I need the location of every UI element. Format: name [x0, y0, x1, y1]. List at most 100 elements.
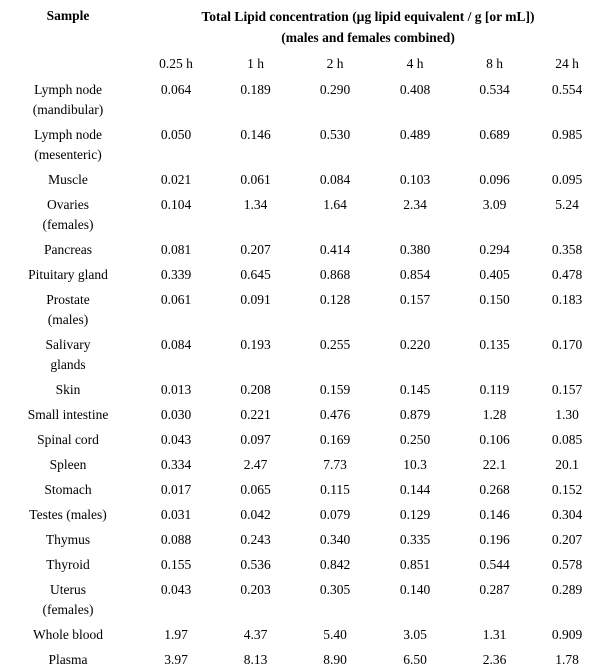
value-cell: 8.13: [243, 652, 268, 665]
value-cell: 0.140: [399, 582, 431, 597]
value-cell: 0.084: [160, 337, 192, 352]
value-cell: 0.268: [479, 482, 510, 497]
value-cell: 0.578: [551, 557, 583, 572]
value-cell: 0.536: [240, 557, 271, 572]
table-row: Prostate (males) 0.061 0.091 0.128 0.157 0.150…: [0, 288, 600, 333]
value-cell: 1.31: [482, 627, 507, 642]
table-row: Spinal cord 0.043 0.097 0.169 0.250 0.106 0.08…: [0, 428, 600, 453]
value-cell: 8.90: [323, 652, 347, 665]
sample-name-line: Lymph node: [34, 82, 102, 97]
sample-cell: Small intestine: [0, 403, 136, 428]
value-cell: 7.73: [323, 457, 347, 472]
value-cell: 0.414: [319, 242, 351, 257]
value-cell: 0.476: [319, 407, 351, 422]
sample-cell: Thyroid: [0, 553, 136, 578]
value-cell: 0.128: [319, 292, 351, 307]
sample-cell: Muscle: [0, 168, 136, 193]
value-cell: 0.050: [160, 127, 192, 142]
sample-name-line: Spleen: [49, 457, 87, 472]
table-row: Salivary glands 0.084 0.193 0.255 0.220 0.135 0…: [0, 333, 600, 378]
value-cell: 0.152: [551, 482, 583, 497]
table-row: Uterus (females) 0.043 0.203 0.305 0.140 0.287…: [0, 578, 600, 623]
value-cell: 0.129: [399, 507, 431, 522]
value-cell: 0.290: [319, 82, 351, 97]
value-cell: 0.405: [479, 267, 510, 282]
table-title: Total Lipid concentration (µg lipid equi…: [136, 4, 600, 51]
value-cell: 0.104: [160, 197, 192, 212]
table-row: Spleen 0.334 2.47 7.73 10.3 22.1 20.1: [0, 453, 600, 478]
value-cell: 0.013: [160, 382, 192, 397]
value-cell: 0.119: [479, 382, 510, 397]
time-header-spacer: [0, 51, 136, 78]
value-cell: 0.289: [551, 582, 583, 597]
value-cell: 0.689: [479, 127, 510, 142]
sample-cell: Thymus: [0, 528, 136, 553]
value-cell: 0.358: [551, 242, 583, 257]
value-cell: 0.339: [160, 267, 192, 282]
value-cell: 0.096: [479, 172, 510, 187]
value-cell: 0.030: [160, 407, 192, 422]
time-column-header-8h: 8 h: [486, 56, 503, 71]
sample-cell: Prostate (males): [0, 288, 136, 333]
value-cell: 0.042: [240, 507, 271, 522]
value-cell: 0.193: [240, 337, 271, 352]
time-column-header-1h: 1 h: [247, 56, 264, 71]
table-row: Small intestine 0.030 0.221 0.476 0.879 1.28 1…: [0, 403, 600, 428]
value-cell: 0.170: [551, 337, 583, 352]
value-cell: 0.169: [319, 432, 351, 447]
value-cell: 0.879: [399, 407, 431, 422]
sample-name-line: (females): [42, 602, 94, 617]
value-cell: 0.221: [240, 407, 271, 422]
value-cell: 0.287: [479, 582, 510, 597]
value-cell: 0.408: [399, 82, 431, 97]
value-cell: 0.530: [319, 127, 351, 142]
value-cell: 1.34: [243, 197, 268, 212]
table-row: Testes (males) 0.031 0.042 0.079 0.129 0.146 0…: [0, 503, 600, 528]
value-cell: 0.085: [551, 432, 583, 447]
table-row: Pituitary gland 0.339 0.645 0.868 0.854 0.405…: [0, 263, 600, 288]
value-cell: 0.157: [399, 292, 431, 307]
table-row: Stomach 0.017 0.065 0.115 0.144 0.268 0.152: [0, 478, 600, 503]
sample-cell: Ovaries (females): [0, 193, 136, 238]
value-cell: 0.088: [160, 532, 192, 547]
table-title-line2: (males and females combined): [281, 30, 455, 45]
table-header: Sample Total Lipid concentration (µg lip…: [0, 4, 600, 78]
value-cell: 0.868: [319, 267, 351, 282]
value-cell: 0.095: [551, 172, 583, 187]
value-cell: 0.854: [399, 267, 431, 282]
value-cell: 0.031: [160, 507, 192, 522]
sample-name-line: Muscle: [48, 172, 88, 187]
sample-cell: Testes (males): [0, 503, 136, 528]
sample-name-line: (mesenteric): [34, 147, 102, 162]
time-column-header-24h: 24 h: [555, 56, 579, 71]
value-cell: 0.157: [551, 382, 583, 397]
value-cell: 0.064: [160, 82, 192, 97]
value-cell: 0.196: [479, 532, 510, 547]
value-cell: 0.106: [479, 432, 510, 447]
value-cell: 0.554: [551, 82, 583, 97]
value-cell: 0.081: [160, 242, 192, 257]
table-row: Pancreas 0.081 0.207 0.414 0.380 0.294 0.358: [0, 238, 600, 263]
table-row: Thymus 0.088 0.243 0.340 0.335 0.196 0.207: [0, 528, 600, 553]
value-cell: 6.50: [403, 652, 427, 665]
value-cell: 1.64: [323, 197, 347, 212]
sample-name-line: Pituitary gland: [28, 267, 108, 282]
value-cell: 0.079: [319, 507, 351, 522]
sample-name-line: Whole blood: [32, 627, 104, 642]
sample-cell: Pancreas: [0, 238, 136, 263]
sample-name-line: (females): [42, 217, 94, 232]
time-column-header-2h: 2 h: [326, 56, 344, 71]
sample-column-header: Sample: [46, 8, 90, 23]
value-cell: 0.084: [319, 172, 351, 187]
value-cell: 0.021: [160, 172, 192, 187]
value-cell: 20.1: [555, 457, 579, 472]
value-cell: 0.842: [319, 557, 351, 572]
sample-cell: Lymph node (mandibular): [0, 78, 136, 123]
sample-name-line: Ovaries: [47, 197, 89, 212]
value-cell: 0.203: [240, 582, 271, 597]
value-cell: 1.78: [555, 652, 579, 665]
value-cell: 1.30: [555, 407, 579, 422]
sample-name-line: Thyroid: [46, 557, 90, 572]
value-cell: 0.146: [240, 127, 271, 142]
